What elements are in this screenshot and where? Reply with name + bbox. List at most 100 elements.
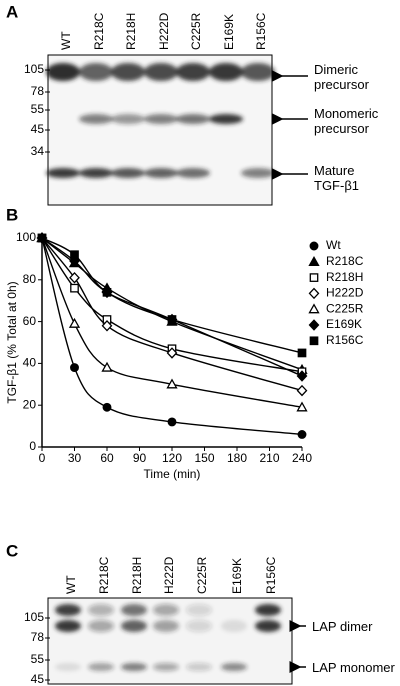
marker-label: 55 (31, 652, 45, 666)
band (121, 620, 147, 632)
y-axis-label: TGF-β1 (% Total at 0h) (5, 281, 19, 403)
lane-label: R218C (97, 556, 111, 594)
band (111, 114, 145, 124)
marker-label: 105 (24, 62, 44, 76)
lane-label: R156C (254, 12, 268, 50)
band (176, 114, 210, 124)
band (111, 168, 145, 178)
point (70, 363, 79, 373)
band (121, 604, 147, 616)
band (186, 663, 212, 671)
lane-label: R156C (264, 556, 278, 594)
x-tick-label: 0 (39, 451, 46, 465)
lane-label: R218H (130, 557, 144, 594)
x-tick-label: 120 (162, 451, 182, 465)
series-line (41, 237, 303, 373)
legend-marker (309, 241, 319, 251)
series-line (41, 237, 303, 392)
lane-label: H222D (157, 12, 171, 50)
lane-label: H222D (162, 556, 176, 594)
point (167, 315, 177, 324)
point (70, 250, 79, 260)
legend-marker (309, 336, 319, 346)
band (153, 604, 179, 616)
lane-label: C225R (195, 556, 209, 594)
point (102, 287, 112, 297)
x-tick-label: 30 (68, 451, 82, 465)
band (209, 114, 243, 124)
series-line (41, 237, 303, 354)
lane-label: WT (64, 575, 78, 594)
band (46, 168, 80, 178)
point (166, 347, 178, 359)
panel-label: A (6, 2, 18, 21)
legend-marker (308, 255, 320, 266)
y-tick-label: 0 (29, 439, 36, 453)
band (209, 63, 243, 81)
marker-label: 105 (24, 610, 44, 624)
bands (46, 63, 281, 671)
point (297, 430, 307, 439)
band (111, 63, 145, 81)
lane-label: C225R (189, 12, 203, 50)
lane-label: R218H (124, 13, 138, 50)
band (144, 63, 178, 81)
x-tick-label: 180 (227, 451, 247, 465)
point (297, 348, 307, 358)
annotation: LAP dimer (312, 619, 373, 634)
point (167, 417, 177, 427)
band (221, 663, 247, 671)
point (69, 271, 80, 284)
legend-marker (309, 273, 319, 282)
band (79, 63, 113, 81)
point (70, 283, 79, 293)
band (255, 604, 281, 616)
series-line (41, 237, 303, 371)
band (46, 63, 80, 81)
y-tick-label: 100 (16, 230, 36, 244)
band (255, 620, 281, 632)
annotation: Monomeric precursor (314, 106, 379, 136)
point (101, 361, 113, 372)
band (186, 604, 212, 616)
band (79, 114, 113, 124)
legend-label: C225R (326, 301, 364, 315)
band (55, 604, 81, 616)
x-axis-label: Time (min) (144, 467, 201, 481)
y-tick-label: 80 (23, 272, 37, 286)
panel-label: B (6, 205, 18, 224)
band (88, 620, 114, 632)
legend-label: Wt (326, 238, 341, 252)
legend-label: R156C (326, 333, 364, 347)
band (121, 663, 147, 671)
y-tick-label: 20 (23, 397, 37, 411)
marker-label: 78 (31, 630, 45, 644)
point (102, 402, 112, 412)
point (296, 370, 308, 382)
band (55, 620, 81, 632)
lane-label: E169K (222, 14, 236, 50)
point (296, 401, 308, 412)
point (101, 320, 113, 332)
marker-label: 78 (31, 84, 45, 98)
x-tick-label: 240 (292, 451, 312, 465)
legend-marker (308, 287, 320, 300)
x-tick-label: 90 (133, 451, 147, 465)
panel-label: C (6, 541, 18, 560)
x-tick-label: 150 (194, 451, 214, 465)
annotation: LAP monomer (312, 660, 395, 675)
legend-label: H222D (326, 286, 364, 300)
band (144, 114, 178, 124)
band (144, 168, 178, 178)
legend-label: E169K (326, 317, 362, 331)
band (153, 620, 179, 632)
legend-label: R218H (326, 270, 363, 284)
point (68, 317, 81, 328)
legend-marker (308, 319, 320, 331)
annotation: Mature TGF-β1 (314, 163, 360, 193)
point (37, 233, 47, 243)
band (176, 168, 210, 178)
annotation: Dimeric precursor (314, 62, 369, 92)
